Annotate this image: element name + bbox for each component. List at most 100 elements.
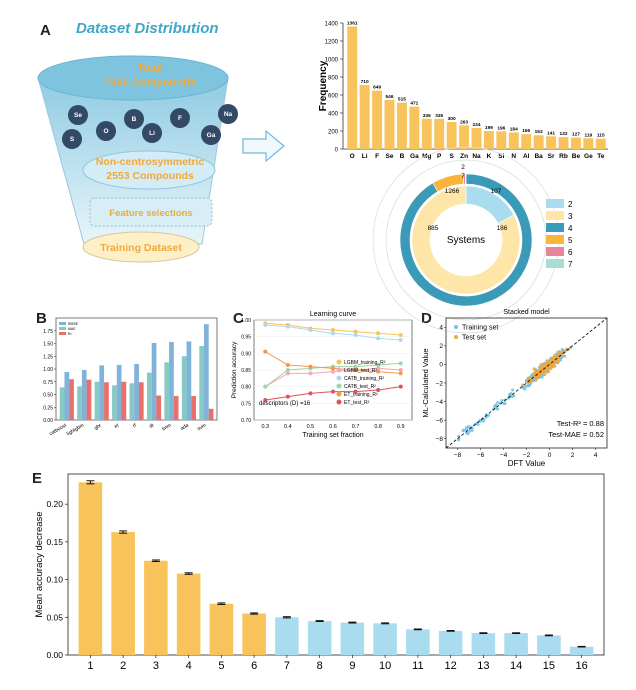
frequency-x-tick-label: N (511, 153, 516, 160)
training-point (486, 413, 490, 417)
model-comparison-bar (151, 342, 157, 420)
learning-curve-point (331, 328, 335, 332)
learning-curve-x-tick-label: 0.7 (352, 424, 360, 430)
feature-importance-y-label: Mean accuracy decrease (34, 511, 45, 617)
frequency-data-label: 471 (410, 101, 418, 107)
stacked-model-x-tick-label: 0 (548, 452, 552, 459)
stacked-model-y-tick-label: −2 (436, 380, 444, 387)
learning-curve-point (285, 363, 290, 367)
learning-curve-point (285, 324, 290, 329)
learning-curve-point (353, 329, 358, 334)
training-point (559, 358, 563, 362)
element-label-li: Li (149, 130, 155, 137)
frequency-bar (396, 102, 407, 149)
frequency-x-tick-label: P (437, 153, 442, 160)
funnel-total-label: Total (137, 62, 162, 74)
learning-curve-legend-label: LGBM_test_R² (344, 368, 377, 374)
frequency-x-tick-label: O (350, 153, 355, 160)
stacked-model-y-tick-label: −8 (436, 436, 444, 443)
panel-letter-a: A (40, 22, 51, 39)
frequency-x-tick-label: Te (597, 153, 604, 160)
pie-value-label: 186 (497, 225, 508, 232)
frequency-data-label: 115 (597, 133, 605, 139)
learning-curve-point (376, 363, 381, 367)
pie-legend-label: 7 (568, 260, 573, 269)
element-ball-o (96, 121, 116, 141)
pie-inner-segment (411, 185, 521, 295)
feature-importance-x-tick-label: 16 (576, 660, 588, 672)
model-comparison-bar (208, 408, 214, 420)
training-point (524, 384, 528, 388)
training-point (492, 404, 496, 408)
frequency-bar (434, 118, 445, 149)
frequency-bar (496, 131, 507, 149)
stacked-model-legend-marker (454, 325, 458, 329)
model-comparison-bar (112, 385, 117, 420)
frequency-x-tick-label: Sr (548, 153, 555, 160)
panel-letter-d: D (421, 310, 432, 327)
test-point (551, 356, 555, 360)
learning-curve-legend-label: CATB_test_R² (344, 384, 376, 390)
element-ball-ga (201, 125, 221, 145)
frequency-x-tick-label: Se (386, 153, 394, 160)
feature-importance-x-tick-label: 8 (317, 660, 323, 672)
stacked-model-x-tick-label: 4 (594, 452, 598, 459)
pie-legend-swatch (546, 247, 564, 256)
frequency-data-label: 1361 (347, 21, 358, 27)
frequency-y-tick-label: 400 (328, 112, 339, 118)
funnel-ncs-ellipse (82, 150, 216, 190)
learning-curve-legend-marker (336, 383, 342, 389)
learning-curve-x-tick-label: 0.5 (307, 424, 315, 430)
model-comparison-bar (69, 379, 74, 420)
test-point (543, 373, 547, 377)
model-comparison-y-tick-label: 0.50 (43, 393, 53, 399)
frequency-y-tick-label: 1000 (325, 58, 339, 64)
frequency-bar (421, 118, 432, 149)
frequency-y-label: Frequency (318, 60, 329, 111)
frequency-bar (359, 85, 370, 149)
frequency-y-tick-label: 800 (328, 76, 339, 82)
learning-curve-x-tick-label: 0.6 (329, 424, 337, 430)
element-label-se: Se (74, 112, 82, 119)
training-point (500, 399, 504, 403)
frequency-x-tick-label: Li (362, 153, 368, 160)
frequency-y-tick-label: 1400 (325, 22, 339, 28)
learning-curve-y-tick-label: 0.90 (241, 351, 251, 357)
model-comparison-x-tick-label: et (113, 422, 120, 430)
model-comparison-y-tick-label: 1.25 (43, 354, 53, 360)
frequency-x-tick-label: S (449, 153, 454, 160)
frequency-data-label: 335 (435, 113, 443, 119)
learning-curve-point (263, 384, 268, 389)
learning-curve-point (376, 331, 381, 336)
learning-curve-point (353, 364, 358, 369)
learning-curve-point (353, 333, 358, 337)
learning-curve-y-tick-label: 0.95 (241, 335, 251, 341)
feature-importance-x-tick-label: 11 (412, 660, 423, 672)
element-label-o: O (103, 128, 108, 135)
frequency-x-tick-label: Ba (534, 153, 543, 160)
learning-curve-legend-marker (336, 391, 342, 397)
model-comparison-x-tick-label: lmm (161, 423, 172, 433)
learning-curve-point (331, 331, 335, 336)
feature-importance-x-tick-label: 13 (477, 660, 489, 672)
model-comparison-y-tick-label: 0.25 (43, 405, 53, 411)
model-comparison-x-tick-label: ada (180, 422, 190, 431)
model-comparison-legend-label: RMSE (68, 322, 79, 326)
learning-curve-point (376, 388, 381, 392)
funnel-ncs-label: Non-centrosymmetric (96, 156, 205, 168)
frequency-bar (446, 122, 457, 149)
learning-curve-point (353, 389, 358, 394)
feature-importance-bar (340, 622, 365, 655)
stacked-model-y-tick-label: −4 (436, 399, 444, 406)
feature-importance-x-tick-label: 10 (379, 660, 391, 672)
frequency-y-tick-label: 1200 (325, 40, 339, 46)
pie-value-label: 107 (491, 188, 502, 195)
frequency-bar (409, 106, 420, 149)
feature-importance-bar (111, 532, 135, 655)
frequency-bar (521, 134, 532, 149)
element-ball-s (62, 129, 82, 149)
frequency-data-label: 165 (522, 128, 530, 134)
stacked-model-y-tick-label: 2 (439, 343, 443, 350)
